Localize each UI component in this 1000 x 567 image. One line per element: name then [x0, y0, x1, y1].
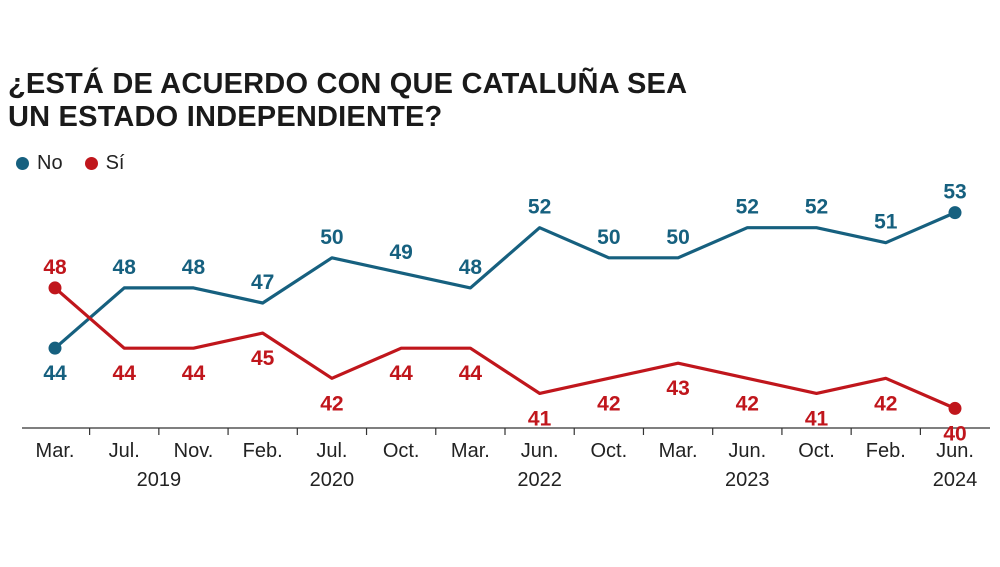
- x-year-label: 2020: [310, 469, 355, 491]
- legend: No Sí: [16, 152, 146, 175]
- legend-label-si: Sí: [105, 152, 125, 174]
- data-label-no: 50: [320, 226, 343, 249]
- data-label-si: 44: [182, 362, 206, 385]
- data-label-no: 51: [874, 211, 898, 234]
- x-tick-label: Jul.: [109, 440, 140, 462]
- x-year-label: 2019: [137, 469, 182, 491]
- series-line-no: [53, 211, 957, 350]
- data-label-si: 48: [43, 256, 67, 279]
- data-label-si: 42: [320, 392, 343, 415]
- x-tick-label: Jun.: [936, 440, 974, 462]
- data-label-no: 48: [459, 256, 483, 279]
- series-marker-no: [948, 206, 962, 220]
- legend-marker-no: [16, 157, 29, 170]
- chart-title-line-2: UN ESTADO INDEPENDIENTE?: [8, 101, 443, 133]
- series-marker-no: [48, 341, 62, 355]
- data-label-no: 52: [528, 196, 551, 219]
- data-label-no: 47: [251, 271, 274, 294]
- legend-item-si: Sí: [84, 152, 125, 175]
- series-marker-si: [48, 281, 62, 295]
- data-label-si: 41: [805, 407, 829, 430]
- data-label-no: 50: [666, 226, 689, 249]
- data-label-si: 42: [736, 392, 759, 415]
- data-label-si: 40: [943, 422, 966, 445]
- legend-label-no: No: [37, 152, 63, 174]
- data-label-si: 44: [389, 362, 413, 385]
- data-label-no: 53: [943, 181, 966, 204]
- x-tick-label: Jul.: [316, 440, 347, 462]
- x-tick-label: Mar.: [451, 440, 490, 462]
- x-tick-label: Oct.: [383, 440, 420, 462]
- x-year-label: 2022: [517, 469, 562, 491]
- data-label-no: 49: [389, 241, 412, 264]
- series-marker-si: [948, 401, 962, 415]
- x-tick-label: Jun.: [728, 440, 766, 462]
- data-label-si: 44: [113, 362, 137, 385]
- series-line-si: [53, 286, 957, 410]
- data-label-si: 45: [251, 347, 275, 370]
- data-label-no: 48: [113, 256, 137, 279]
- legend-item-no: No: [16, 152, 63, 175]
- legend-marker-si: [84, 157, 98, 170]
- x-tick-label: Feb.: [866, 440, 906, 462]
- data-label-si: 44: [459, 362, 483, 385]
- data-label-no: 44: [43, 362, 67, 385]
- data-label-si: 42: [597, 392, 620, 415]
- chart-title: ¿ESTÁ DE ACUERDO CON QUE CATALUÑA SEA UN…: [8, 68, 728, 134]
- x-tick-label: Jun.: [521, 440, 559, 462]
- x-tick-label: Oct.: [798, 440, 835, 462]
- x-tick-label: Feb.: [243, 440, 283, 462]
- x-tick-label: Mar.: [36, 440, 75, 462]
- data-label-si: 42: [874, 392, 897, 415]
- x-tick-label: Oct.: [591, 440, 628, 462]
- x-year-label: 2024: [933, 469, 978, 491]
- x-tick-label: Nov.: [174, 440, 214, 462]
- data-label-no: 50: [597, 226, 620, 249]
- x-tick-label: Mar.: [659, 440, 698, 462]
- data-label-no: 52: [736, 196, 759, 219]
- data-label-no: 52: [805, 196, 828, 219]
- data-label-no: 48: [182, 256, 206, 279]
- chart-title-line-1: ¿ESTÁ DE ACUERDO CON QUE CATALUÑA SEA: [8, 68, 688, 100]
- data-label-si: 43: [666, 377, 689, 400]
- x-year-label: 2023: [725, 469, 770, 491]
- data-label-si: 41: [528, 407, 552, 430]
